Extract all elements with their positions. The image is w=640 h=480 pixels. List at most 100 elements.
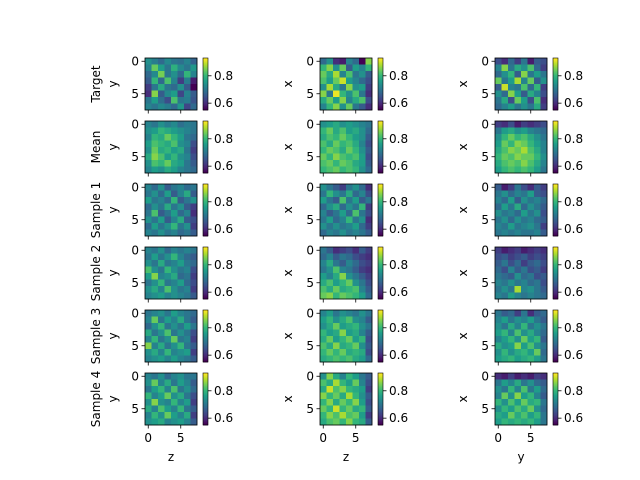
colorbar-segment: [378, 349, 383, 351]
heatmap-cell: [326, 336, 334, 343]
heatmap-cell: [164, 190, 172, 198]
heatmap-cell: [151, 184, 159, 191]
heatmap-cell: [320, 121, 327, 128]
heatmap-cell: [326, 247, 334, 254]
heatmap-cell: [326, 229, 334, 237]
heatmap-cell: [365, 336, 373, 343]
colorbar-segment: [378, 342, 383, 345]
heatmap-cell: [495, 399, 502, 406]
heatmap-cell: [190, 58, 198, 65]
heatmap-cell: [346, 84, 353, 91]
y-tick-label: 5: [481, 339, 489, 353]
heatmap-cell: [359, 134, 366, 141]
heatmap-cell: [495, 379, 502, 387]
heatmap-cell: [508, 329, 515, 337]
colorbar-segment: [378, 64, 383, 67]
heatmap-cell: [177, 190, 185, 198]
colorbar-segment: [553, 316, 558, 319]
colorbar-segment: [203, 341, 208, 343]
heatmap-cell: [145, 103, 152, 111]
heatmap-cell: [346, 273, 353, 280]
colorbar-segment: [553, 321, 558, 324]
heatmap-cell: [326, 64, 334, 72]
heatmap-cell: [521, 229, 528, 237]
colorbar-segment: [203, 391, 208, 393]
colorbar-segment: [378, 102, 383, 104]
y-tick-label: 0: [481, 117, 489, 131]
heatmap-cell: [534, 336, 541, 343]
heatmap-cell: [326, 121, 334, 128]
heatmap-cell: [346, 247, 353, 254]
heatmap-cell: [326, 392, 334, 400]
colorbar-segment: [553, 61, 558, 64]
heatmap-cell: [177, 140, 185, 148]
colorbar-segment: [553, 171, 558, 174]
colorbar-segment: [378, 253, 383, 256]
heatmap-cell: [540, 286, 548, 293]
heatmap-cell: [534, 71, 541, 78]
colorbar-segment: [203, 80, 208, 82]
colorbar-segment: [378, 85, 383, 87]
colorbar-segment: [203, 345, 208, 347]
colorbar-segment: [378, 126, 383, 128]
colorbar-segment: [378, 414, 383, 417]
heatmap-cell: [495, 197, 502, 204]
colorbar-segment: [203, 85, 208, 87]
colorbar-segment: [553, 423, 558, 426]
colorbar-segment: [378, 99, 383, 102]
heatmap-cell: [527, 210, 535, 217]
heatmap-cell: [177, 323, 185, 330]
heatmap-cell: [508, 97, 515, 104]
heatmap-cell: [184, 121, 191, 128]
colorbar-frame: [552, 246, 559, 300]
heatmap-cell: [158, 329, 165, 337]
colorbar-segment: [553, 69, 558, 72]
colorbar-segment: [553, 97, 558, 99]
colorbar-segment: [553, 127, 558, 130]
heatmap-cell: [346, 286, 353, 293]
heatmap-cell: [346, 216, 353, 224]
colorbar-segment: [203, 409, 208, 412]
colorbar-segment: [553, 271, 558, 274]
heatmap-cell: [326, 197, 334, 204]
heatmap-cell: [534, 355, 541, 363]
colorbar-segment: [378, 225, 383, 228]
colorbar-segment: [553, 128, 558, 131]
heatmap-cell: [145, 373, 152, 380]
colorbar-segment: [203, 256, 208, 258]
heatmap-cell: [320, 273, 327, 280]
colorbar-segment: [553, 260, 558, 262]
colorbar-segment: [553, 333, 558, 336]
colorbar-segment: [378, 91, 383, 94]
colorbar-segment: [553, 226, 558, 229]
heatmap-cell: [501, 392, 509, 400]
heatmap-cell: [326, 134, 334, 141]
panel-frame: [144, 372, 198, 426]
colorbar-segment: [553, 187, 558, 190]
heatmap-cell: [190, 260, 198, 267]
heatmap-cell: [346, 336, 353, 343]
colorbar-segment: [203, 317, 208, 320]
heatmap-cell: [339, 342, 347, 350]
colorbar-segment: [553, 157, 558, 160]
heatmap-cell: [171, 97, 178, 104]
heatmap-cell: [352, 166, 360, 174]
colorbar-segment: [203, 349, 208, 351]
colorbar-segment: [378, 150, 383, 153]
heatmap-cell: [184, 190, 191, 198]
heatmap-cell: [534, 90, 541, 98]
x-axis-label: y: [517, 450, 524, 464]
heatmap-cell: [346, 260, 353, 267]
colorbar-segment: [553, 189, 558, 191]
heatmap-cell: [352, 103, 360, 111]
colorbar-segment: [553, 93, 558, 95]
heatmap-cell: [184, 405, 191, 413]
colorbar-segment: [378, 358, 383, 360]
heatmap-cell: [534, 153, 541, 161]
colorbar-segment: [553, 280, 558, 283]
heatmap-cell: [352, 310, 360, 317]
colorbar-segment: [378, 379, 383, 382]
colorbar-segment: [203, 185, 208, 187]
heatmap-cell: [514, 58, 522, 65]
